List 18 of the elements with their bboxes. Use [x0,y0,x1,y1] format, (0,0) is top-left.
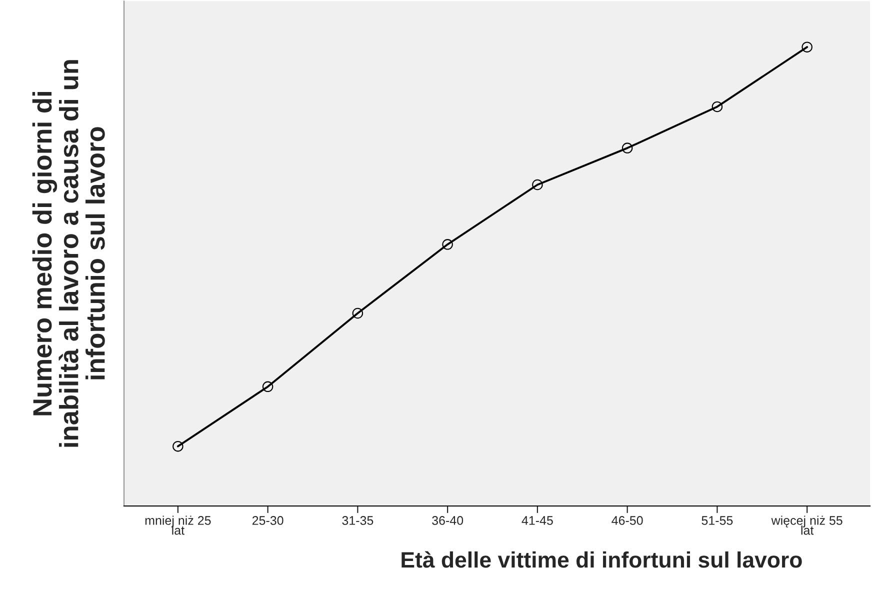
point [802,42,812,52]
point [532,179,543,190]
point [712,101,723,112]
point [352,308,364,319]
point [262,381,274,392]
point [442,239,453,250]
x-tick-label: 36-40 [432,516,464,525]
x-tick-label: 31-35 [342,516,374,525]
x-tick-label: 51-55 [702,516,733,525]
x-axis-title: Età delle vittime di infortuni sul lavoro [402,551,802,568]
y-axis-title: Numero medio di giorni di inabilità al lavoro a causa di un infortunio sul lavoro [32,60,105,447]
x-tick-label: mniej niż 25 lat [145,516,211,535]
point [622,142,633,154]
x-tick-label: 41-45 [522,516,553,525]
x-tick-label: więcej niż 55 lat [771,516,842,535]
point [172,440,184,452]
x-tick-label: 46-50 [612,516,643,525]
x-tick-label: 25-30 [252,516,284,525]
